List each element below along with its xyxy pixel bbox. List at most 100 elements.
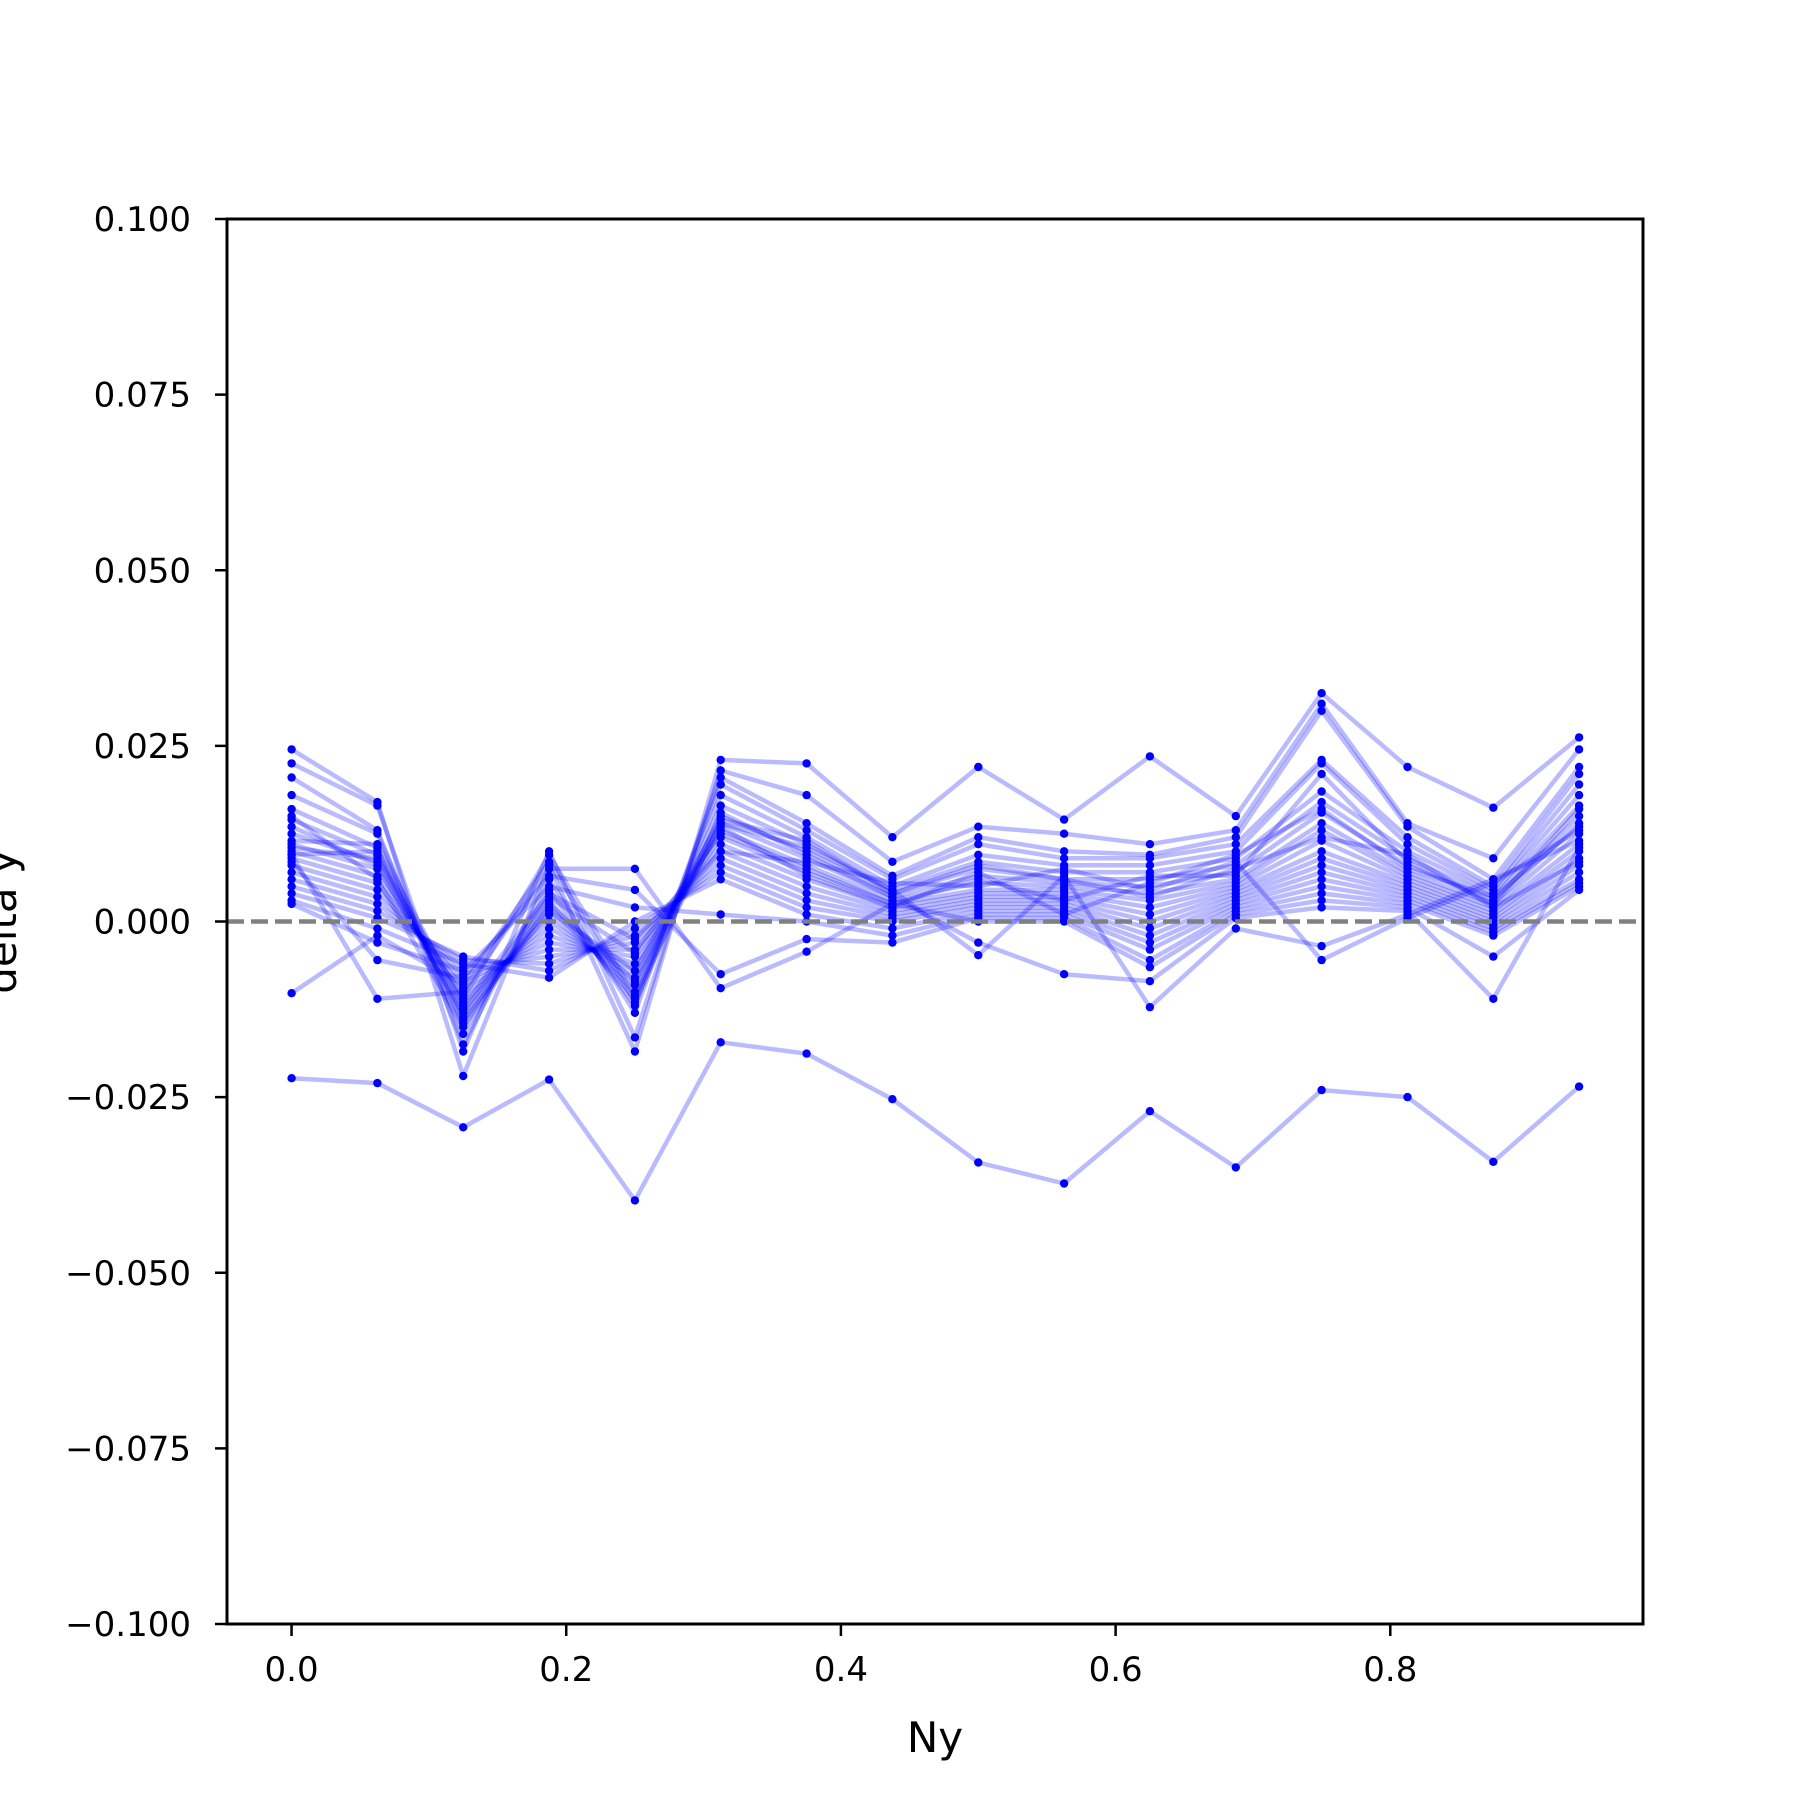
data-point-s3-8	[888, 857, 897, 866]
data-point-s11-13	[1317, 826, 1326, 835]
data-point-s14-6	[716, 854, 725, 863]
data-point-s25-11	[1145, 878, 1155, 888]
data-point-s6-11	[1145, 861, 1155, 870]
data-point-s2-7	[802, 759, 811, 768]
data-point-s4-16	[1574, 762, 1584, 772]
data-point-s20-13	[1317, 896, 1326, 905]
data-point-s2-8	[888, 833, 897, 842]
data-point-s21-5	[630, 998, 640, 1007]
points-layer	[287, 689, 1584, 1205]
data-point-s1-7	[802, 1049, 811, 1058]
data-point-s1-11	[1145, 1107, 1155, 1116]
data-point-s15-13	[1317, 861, 1326, 870]
data-point-s22-2	[373, 854, 382, 863]
data-point-s14-4	[544, 952, 554, 961]
data-point-s24-12	[1231, 871, 1241, 880]
data-point-s23-9	[974, 882, 983, 891]
data-point-s26-10	[1059, 875, 1069, 884]
data-point-s17-8	[888, 924, 897, 933]
data-point-s15-4	[544, 959, 554, 968]
data-point-s19-4	[544, 871, 554, 880]
series-line-11	[290, 827, 1581, 991]
series-line-4	[290, 708, 1581, 1047]
data-point-s19-15	[1489, 931, 1498, 940]
series-line-23	[291, 828, 1581, 1009]
series-line-9	[290, 810, 1581, 1005]
data-point-s13-7	[802, 882, 811, 891]
data-point-s2-15	[1489, 803, 1498, 812]
data-point-s10-4	[544, 924, 554, 933]
data-point-s25-16	[1574, 822, 1584, 831]
data-point-s21-3	[459, 980, 468, 989]
data-point-s19-1	[287, 857, 296, 866]
data-point-s2-1	[287, 745, 296, 754]
data-point-s2-12	[1231, 811, 1241, 821]
data-point-s15-6	[716, 861, 725, 870]
data-point-s13-11	[1145, 910, 1155, 919]
series-line-20	[289, 853, 1581, 1002]
data-point-s16-6	[716, 868, 725, 877]
data-point-s3-11	[1145, 840, 1155, 849]
data-point-s4-12	[1231, 833, 1241, 842]
data-point-s26-2	[373, 847, 382, 856]
data-point-s19-7	[802, 934, 811, 944]
data-point-s3-1	[287, 759, 296, 768]
data-point-s23-15	[1489, 878, 1498, 888]
data-point-s20-6	[716, 984, 725, 993]
data-point-s21-6	[716, 808, 725, 817]
data-point-s1-16	[1574, 1082, 1584, 1091]
data-point-s25-12	[1231, 850, 1241, 859]
data-point-s26-1	[287, 850, 296, 859]
data-point-s2-11	[1145, 752, 1155, 761]
data-point-s6-16	[1574, 780, 1584, 789]
data-point-s12-2	[373, 885, 382, 895]
data-point-s13-4	[544, 945, 554, 954]
data-point-s1-12	[1231, 1163, 1241, 1172]
series-line-15	[290, 863, 1581, 966]
series-line-14	[290, 856, 1581, 970]
data-point-s18-1	[287, 899, 296, 909]
series-line-13	[290, 849, 1581, 977]
data-point-s18-11	[1145, 945, 1155, 954]
data-point-s26-4	[544, 906, 554, 916]
series-line-16	[290, 870, 1581, 973]
data-point-s6-6	[716, 790, 725, 800]
data-point-s6-13	[1317, 759, 1326, 768]
data-point-s17-11	[1145, 938, 1155, 947]
data-point-s21-15	[1489, 994, 1498, 1003]
data-point-s4-6	[716, 773, 725, 782]
data-point-s15-7	[802, 896, 811, 905]
data-point-s10-13	[1317, 819, 1326, 828]
data-point-s21-10	[1059, 970, 1069, 979]
data-point-s1-3	[459, 1123, 468, 1132]
data-point-s7-6	[716, 801, 725, 810]
data-point-s21-11	[1145, 977, 1155, 986]
data-point-s4-10	[1059, 847, 1069, 856]
data-point-s23-8	[888, 878, 897, 888]
data-point-s23-12	[1231, 857, 1241, 866]
data-point-s22-9	[974, 951, 983, 960]
data-point-s20-16	[1574, 885, 1584, 895]
data-point-s20-2	[373, 994, 382, 1003]
data-point-s13-1	[287, 868, 296, 877]
y-axis-ticks: 0.100 0.075 0.050 0.025 0.000 −0.025 −0.050 −0.…	[65, 200, 227, 1645]
series-line-12	[290, 838, 1581, 984]
data-point-s24-16	[1574, 804, 1584, 814]
data-point-s16-5	[630, 924, 640, 933]
series-line-18	[290, 880, 1581, 973]
y-tick-label: 0.025	[94, 727, 191, 767]
data-point-s5-16	[1574, 769, 1584, 779]
y-tick-label: −0.100	[65, 1605, 191, 1645]
data-point-s26-5	[630, 966, 640, 975]
data-point-s20-3	[459, 987, 468, 996]
data-point-s19-2	[373, 955, 382, 965]
data-point-s26-6	[716, 815, 725, 824]
data-point-s20-11	[1145, 963, 1155, 972]
x-tick-label: 0.6	[1089, 1650, 1143, 1690]
data-point-s6-14	[1403, 840, 1412, 849]
data-point-s2-13	[1317, 689, 1326, 698]
data-point-s21-2	[373, 931, 382, 940]
data-point-s2-3	[459, 1071, 468, 1081]
series-line-8	[290, 799, 1581, 1012]
